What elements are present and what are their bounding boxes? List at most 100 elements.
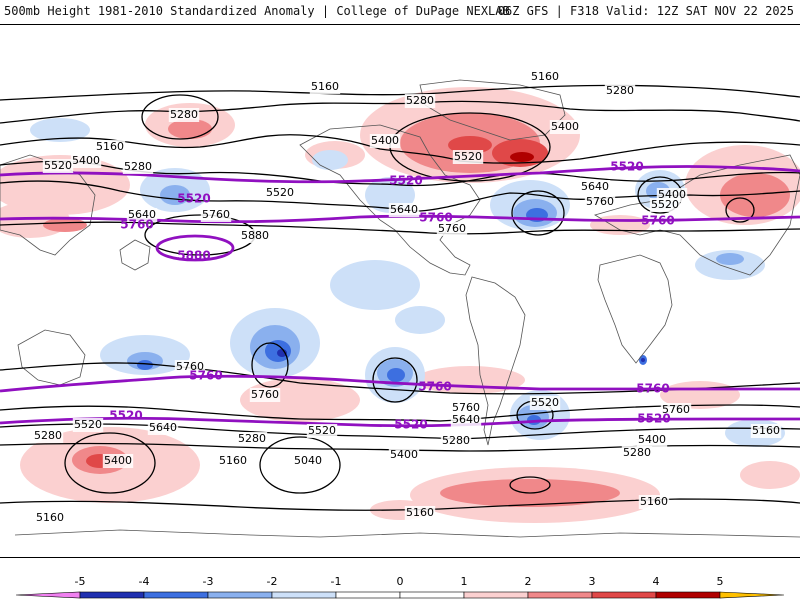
- colorbar-segment: [143, 591, 209, 599]
- svg-text:5520: 5520: [454, 150, 482, 163]
- height-contour-label: 5160: [217, 454, 249, 468]
- svg-text:5520: 5520: [651, 198, 679, 211]
- colorbar-tick-label: -5: [75, 575, 86, 588]
- colorbar-segment: [655, 591, 721, 599]
- svg-text:5400: 5400: [72, 154, 100, 167]
- svg-text:5280: 5280: [170, 108, 198, 121]
- height-contour-label: 5280: [122, 160, 154, 174]
- height-contour-label: 5160: [638, 495, 670, 509]
- svg-text:5280: 5280: [606, 84, 634, 97]
- height-contour-label: 5280: [236, 432, 268, 446]
- svg-text:5400: 5400: [390, 448, 418, 461]
- svg-text:5160: 5160: [406, 506, 434, 519]
- svg-text:5160: 5160: [311, 80, 339, 93]
- svg-text:5760: 5760: [120, 218, 153, 232]
- svg-text:5760: 5760: [189, 369, 222, 383]
- colorbar-segment: [79, 591, 145, 599]
- height-contour-label: 5880: [239, 229, 271, 243]
- reference-contour-label: 5880: [177, 249, 210, 263]
- model-run-info: 06Z GFS | F318 Valid: 12Z SAT NOV 22 202…: [497, 4, 794, 18]
- reference-contour-label: 5760: [641, 214, 674, 228]
- colorbar-tick-label: -3: [203, 575, 214, 588]
- svg-text:5640: 5640: [149, 421, 177, 434]
- svg-text:5760: 5760: [641, 214, 674, 228]
- height-contour-label: 5280: [604, 84, 636, 98]
- svg-text:5280: 5280: [124, 160, 152, 173]
- height-contour-label: 5160: [750, 424, 782, 438]
- svg-text:5760: 5760: [662, 403, 690, 416]
- colorbar-segment: [271, 591, 337, 599]
- svg-text:5520: 5520: [44, 159, 72, 172]
- svg-text:5160: 5160: [36, 511, 64, 524]
- svg-text:5280: 5280: [238, 432, 266, 445]
- colorbar-segment: [591, 591, 657, 599]
- svg-text:5760: 5760: [419, 211, 452, 225]
- height-contour-label: 5160: [94, 140, 126, 154]
- svg-text:5520: 5520: [109, 409, 142, 423]
- height-contour-label: 5280: [621, 446, 653, 460]
- height-contour-label: 5640: [147, 421, 179, 435]
- height-contour-label: 5640: [579, 180, 611, 194]
- height-contour-label: 5640: [388, 203, 420, 217]
- height-contour-label: 5520: [42, 159, 74, 173]
- reference-contour-label: 5520: [394, 418, 427, 432]
- height-contour-label: 5400: [549, 120, 581, 134]
- height-contour-label: 5520: [264, 186, 296, 200]
- height-contour-label: 5400: [369, 134, 401, 148]
- svg-text:5160: 5160: [531, 70, 559, 83]
- svg-text:5160: 5160: [96, 140, 124, 153]
- svg-text:5160: 5160: [752, 424, 780, 437]
- colorbar-arrow-high: [719, 591, 785, 599]
- height-contour-label: 5280: [32, 429, 64, 443]
- svg-text:5520: 5520: [266, 186, 294, 199]
- height-contour-label: 5280: [404, 94, 436, 108]
- svg-text:5400: 5400: [371, 134, 399, 147]
- height-contour-label: 5400: [102, 454, 134, 468]
- svg-text:5400: 5400: [551, 120, 579, 133]
- svg-text:5400: 5400: [104, 454, 132, 467]
- reference-contour-label: 5520: [177, 192, 210, 206]
- svg-text:5760: 5760: [452, 401, 480, 414]
- svg-text:5520: 5520: [637, 412, 670, 426]
- reference-contour-label: 5520: [109, 409, 142, 423]
- reference-contour-label: 5760: [189, 369, 222, 383]
- height-contour-label: 5400: [70, 154, 102, 168]
- height-contour-label: 5640: [450, 413, 482, 427]
- height-contour-label: 5760: [660, 403, 692, 417]
- colorbar: -5 -4 -3 -2 -1 0 1 2 3 4 5: [15, 575, 785, 599]
- height-contour-label: 5160: [404, 506, 436, 520]
- colorbar-segment: [335, 591, 401, 599]
- colorbar-tick-label: 2: [525, 575, 532, 588]
- svg-text:5400: 5400: [638, 433, 666, 446]
- colorbar-tick-label: -2: [267, 575, 278, 588]
- anomaly-map: 5160 5160 5280 5280 5280 5400 5400 5160 5520 5400…: [0, 24, 800, 558]
- height-contour-label: 5400: [636, 433, 668, 447]
- colorbar-arrow-low: [15, 591, 81, 599]
- svg-text:5880: 5880: [177, 249, 210, 263]
- colorbar-tick-label: 3: [589, 575, 596, 588]
- svg-text:5280: 5280: [623, 446, 651, 459]
- height-contour-label: 5760: [200, 208, 232, 222]
- svg-text:5280: 5280: [442, 434, 470, 447]
- svg-text:5760: 5760: [202, 208, 230, 221]
- colorbar-segment: [527, 591, 593, 599]
- svg-text:5520: 5520: [389, 174, 422, 188]
- colorbar-segment: [207, 591, 273, 599]
- reference-contours: [0, 165, 800, 428]
- svg-text:5640: 5640: [452, 413, 480, 426]
- reference-contour-label: 5760: [418, 380, 451, 394]
- reference-contour-label: 5520: [610, 160, 643, 174]
- svg-text:5640: 5640: [128, 208, 156, 221]
- reference-contour-label: 5520: [389, 174, 422, 188]
- svg-text:5640: 5640: [581, 180, 609, 193]
- svg-text:5760: 5760: [586, 195, 614, 208]
- svg-text:5280: 5280: [34, 429, 62, 442]
- height-contour-label: 5760: [174, 360, 206, 374]
- height-contour-label: 5760: [249, 388, 281, 402]
- svg-text:5760: 5760: [636, 382, 669, 396]
- svg-text:5520: 5520: [308, 424, 336, 437]
- svg-text:5520: 5520: [177, 192, 210, 206]
- height-contour-label: 5160: [34, 511, 66, 525]
- height-contour-label: 5640: [126, 208, 158, 222]
- svg-text:5760: 5760: [438, 222, 466, 235]
